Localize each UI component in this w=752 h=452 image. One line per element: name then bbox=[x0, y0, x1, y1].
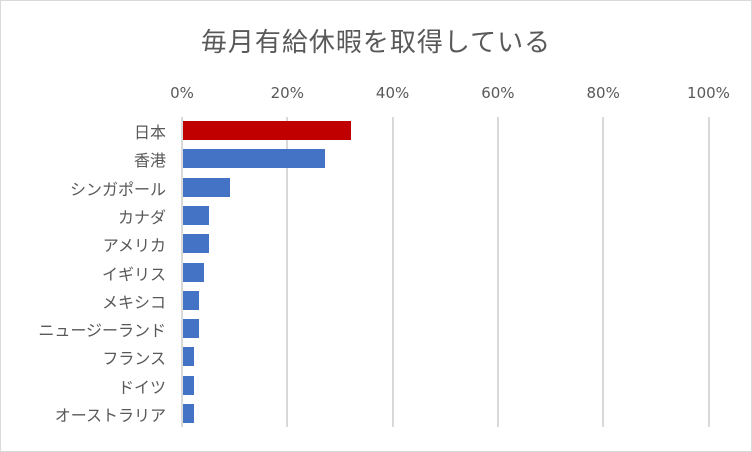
category-label: フランス bbox=[102, 349, 166, 369]
x-tick-label: 80% bbox=[586, 84, 620, 102]
bar bbox=[183, 262, 205, 282]
bar bbox=[183, 149, 326, 169]
x-tick-label: 0% bbox=[170, 84, 194, 102]
category-label: 日本 bbox=[133, 123, 166, 142]
gridline bbox=[391, 117, 394, 427]
bar bbox=[183, 234, 210, 254]
x-tick-label: 100% bbox=[687, 84, 730, 102]
category-label: オーストラリア bbox=[54, 406, 166, 425]
bar bbox=[183, 375, 194, 395]
bar bbox=[183, 290, 199, 310]
category-label: カナダ bbox=[117, 207, 166, 227]
bar bbox=[183, 347, 194, 367]
gridline bbox=[496, 117, 499, 427]
bar bbox=[183, 205, 210, 225]
x-tick-label: 20% bbox=[270, 84, 304, 102]
category-label: 香港 bbox=[133, 151, 166, 171]
category-label: イギリス bbox=[101, 264, 166, 284]
gridline bbox=[602, 117, 605, 427]
x-tick-label: 60% bbox=[481, 84, 515, 102]
x-tick-label: 40% bbox=[375, 84, 410, 102]
category-label: シンガポール bbox=[69, 179, 166, 199]
bar bbox=[183, 121, 352, 140]
bar bbox=[183, 404, 194, 423]
bar bbox=[183, 177, 231, 197]
chart-title: 毎月有給休暇を取得している bbox=[200, 28, 552, 58]
category-label: ドイツ bbox=[117, 377, 166, 397]
category-label: ニュージーランド bbox=[38, 321, 166, 341]
category-label: アメリカ bbox=[102, 236, 166, 256]
category-label: メキシコ bbox=[101, 292, 166, 312]
gridline bbox=[286, 117, 289, 427]
gridline bbox=[181, 117, 183, 427]
bar bbox=[183, 319, 199, 339]
gridline bbox=[707, 117, 710, 427]
